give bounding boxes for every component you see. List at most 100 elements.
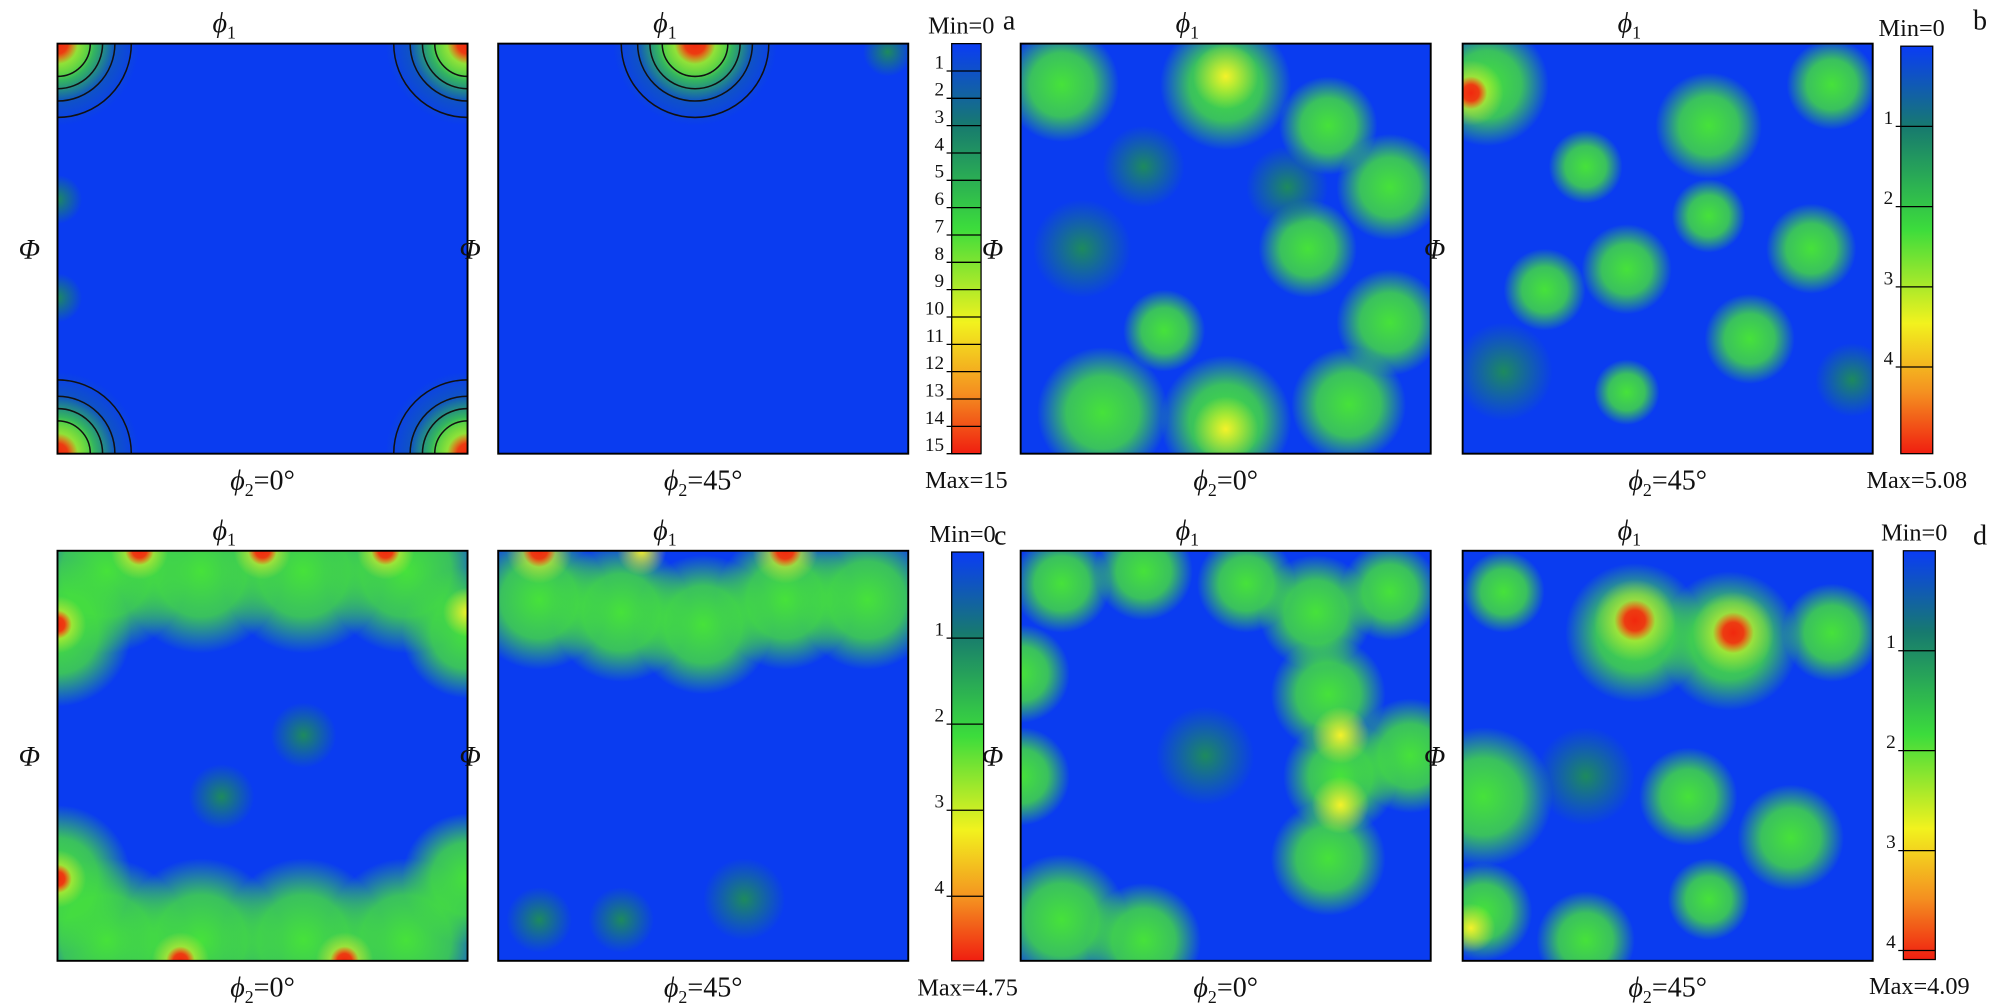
intensity-blob — [1270, 800, 1386, 916]
subscript: 1 — [1190, 23, 1199, 43]
intensity-blob — [703, 858, 786, 941]
Phi-label: Φ — [1424, 235, 1445, 266]
Phi-label: Φ — [459, 235, 480, 266]
symbol: ϕ — [212, 8, 227, 39]
map-frame — [1461, 42, 1874, 455]
map-frame — [497, 42, 910, 455]
colorbar — [1902, 550, 1936, 961]
contour-line — [649, 43, 741, 90]
intensity-blob — [1536, 891, 1635, 961]
odf-section — [1020, 43, 1431, 454]
symbol: ϕ — [1628, 973, 1643, 1004]
intensity-blob — [1037, 347, 1169, 454]
angle: =0° — [1217, 973, 1258, 1004]
intensity-blob — [57, 864, 72, 894]
colorbar-max: Max=15 — [925, 467, 1007, 494]
intensity-blob — [1462, 76, 1488, 110]
phi1-label: ϕ1 — [1618, 515, 1641, 549]
intensity-blob — [1667, 858, 1750, 941]
Phi-label: Φ — [982, 742, 1003, 773]
colorbar-tick-label: 14 — [925, 408, 945, 429]
intensity-blob — [1593, 359, 1660, 425]
colorbar-tick-label: 2 — [1886, 732, 1896, 753]
intensity-blob — [1192, 43, 1259, 110]
intensity-blob — [674, 43, 716, 65]
odf-section — [57, 550, 468, 961]
colorbar — [951, 42, 982, 455]
colorbar-tick-label: 4 — [934, 134, 944, 155]
intensity-blob — [1581, 224, 1672, 315]
intensity-blob — [330, 946, 359, 961]
colorbar — [951, 551, 985, 962]
intensity-blob — [1094, 550, 1193, 621]
symbol: ϕ — [230, 465, 245, 496]
Phi-label: Φ — [1424, 742, 1445, 773]
phi2-label: ϕ2=45° — [1628, 973, 1707, 1007]
subscript: 2 — [678, 480, 687, 500]
colorbar-min: Min=0 — [1879, 15, 1945, 42]
intensity-blob — [1086, 882, 1202, 961]
intensity-blob — [1462, 727, 1553, 867]
colorbar-tick-label: 3 — [934, 792, 944, 813]
intensity-blob — [768, 550, 802, 568]
colorbar-tick-label: 4 — [1884, 348, 1894, 369]
map-background — [57, 43, 468, 454]
map-frame — [56, 549, 469, 962]
colorbar-min: Min=0 — [929, 521, 995, 548]
intensity-blob — [371, 550, 400, 566]
intensity-blob — [1020, 727, 1070, 826]
colorbar-tick-label: 6 — [934, 189, 944, 210]
phi2-label: ϕ2=0° — [1193, 465, 1258, 499]
Phi-label: Φ — [459, 742, 480, 773]
intensity-blob — [57, 433, 78, 454]
odf-section — [498, 550, 909, 961]
intensity-blob — [1462, 903, 1496, 953]
intensity-blob — [188, 763, 255, 830]
map-frame — [56, 42, 469, 455]
intensity-blob — [57, 558, 132, 707]
phi1-label: ϕ1 — [212, 8, 235, 42]
colorbar-max: Max=4.09 — [1869, 973, 1970, 1000]
intensity-blob — [57, 273, 83, 323]
phi1-label: ϕ1 — [653, 8, 676, 42]
intensity-blob — [1712, 612, 1754, 654]
intensity-blob — [447, 43, 468, 65]
intensity-blob — [1246, 146, 1329, 229]
intensity-blob — [1311, 706, 1370, 764]
intensity-blob — [1032, 199, 1132, 298]
intensity-blob — [447, 433, 468, 454]
phi1-label: ϕ1 — [212, 515, 235, 549]
phi2-label: ϕ2=45° — [664, 973, 743, 1007]
symbol: ϕ — [653, 515, 668, 546]
intensity-blob — [1102, 125, 1185, 208]
intensity-blob — [1815, 342, 1873, 417]
intensity-blob — [1671, 178, 1746, 253]
Phi-label: Φ — [982, 235, 1003, 266]
odf-section — [1462, 43, 1873, 454]
intensity-blob — [506, 887, 573, 953]
colorbar-tick-label: 12 — [925, 353, 944, 374]
phi2-label: ϕ2=0° — [230, 465, 295, 499]
colorbar-tick-label: 13 — [925, 380, 944, 401]
intensity-blob — [1548, 129, 1623, 204]
colorbar-tick-label: 2 — [934, 80, 944, 101]
colorbar-tick-label: 5 — [934, 162, 944, 183]
colorbar-tick-label: 3 — [1884, 268, 1894, 289]
intensity-blob — [1020, 550, 1111, 633]
intensity-blob — [588, 887, 655, 953]
intensity-blob — [1782, 583, 1873, 682]
colorbar-tick-label: 1 — [934, 620, 944, 641]
symbol: ϕ — [1628, 465, 1643, 496]
colorbar-tick-label: 2 — [934, 706, 944, 727]
symbol: ϕ — [1176, 515, 1191, 546]
colorbar-tick-label: 3 — [1886, 832, 1896, 853]
intensity-blob — [797, 550, 909, 670]
symbol: ϕ — [653, 8, 668, 39]
subscript: 1 — [668, 23, 677, 43]
subscript: 1 — [1190, 530, 1199, 550]
colorbar-tick-label: 3 — [934, 107, 944, 128]
odf-section — [498, 43, 909, 454]
intensity-blob — [270, 702, 337, 769]
panel-label: b — [1973, 6, 1987, 37]
